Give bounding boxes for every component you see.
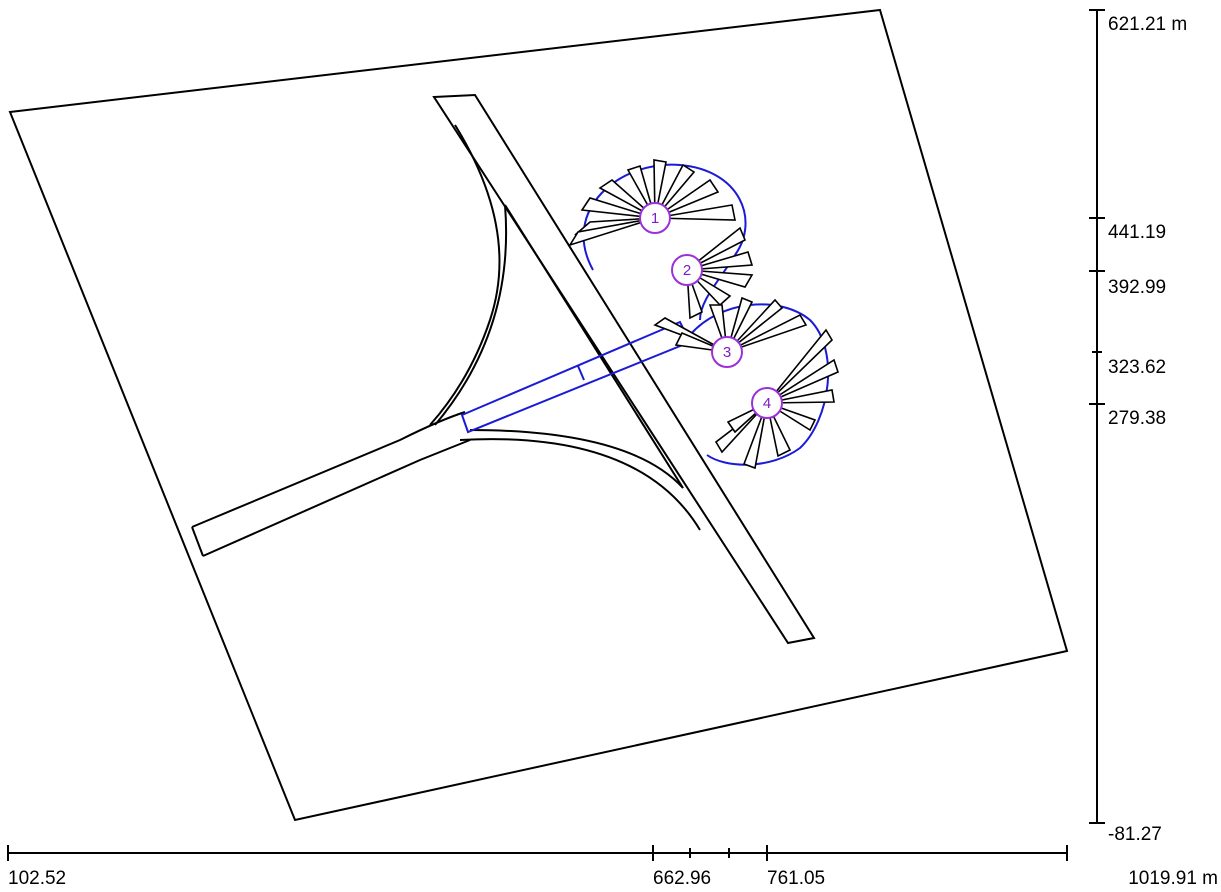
waypoint-label: 3 [723, 344, 731, 361]
taxiway-long-arm [191, 411, 466, 528]
heading-arrows [568, 159, 839, 470]
arrow [654, 163, 696, 219]
waypoint-label: 4 [763, 395, 771, 412]
taxiway-inner-left [434, 204, 508, 426]
x-axis-label: 662.96 [653, 868, 711, 889]
waypoint-1[interactable]: 1 [639, 202, 671, 234]
arrow [766, 358, 839, 404]
waypoint-label: 2 [683, 262, 691, 279]
arrow [580, 197, 656, 219]
arrow [654, 204, 736, 221]
arrow [686, 226, 747, 271]
x-axis [7, 845, 1068, 861]
arrow [726, 298, 784, 353]
taxiway-inner-diag [504, 204, 684, 489]
x-axis-min-label: 102.52 [8, 868, 66, 889]
y-axis [1089, 9, 1105, 824]
arrow [654, 178, 720, 219]
y-axis-label: 392.99 [1108, 277, 1166, 298]
field-boundary [8, 8, 1069, 822]
loop-1 [582, 163, 747, 271]
y-axis-label: 441.19 [1108, 222, 1166, 243]
x-axis-label: 761.05 [767, 868, 825, 889]
arrow [766, 328, 834, 404]
waypoint-2[interactable]: 2 [671, 254, 703, 286]
arrow [766, 389, 835, 404]
taxiway-lower-curve [469, 429, 684, 489]
x-axis-max-label: 1019.91 m [1128, 868, 1218, 889]
taxiway-arm-end [191, 526, 204, 557]
taxiway-lower-outer [459, 438, 701, 531]
arrow [686, 269, 754, 288]
arrow [742, 402, 768, 470]
waypoint-4[interactable]: 4 [751, 387, 783, 419]
arrow [686, 251, 754, 271]
y-axis-max-label: 621.21 m [1108, 14, 1187, 35]
taxiway-curved-left [429, 124, 501, 426]
y-axis-min-label: -81.27 [1108, 824, 1162, 845]
arrow [726, 313, 808, 353]
y-axis-label: 279.38 [1108, 408, 1166, 429]
taxiway-long-arm-lower [202, 439, 471, 557]
runway-main [432, 93, 816, 645]
arrow [598, 178, 656, 219]
approach-corridor [460, 320, 692, 434]
y-axis-label: 323.62 [1108, 357, 1166, 378]
waypoint-label: 1 [651, 210, 659, 227]
corridor-marker [577, 365, 585, 381]
arrow [568, 217, 656, 247]
waypoint-3[interactable]: 3 [711, 336, 743, 368]
